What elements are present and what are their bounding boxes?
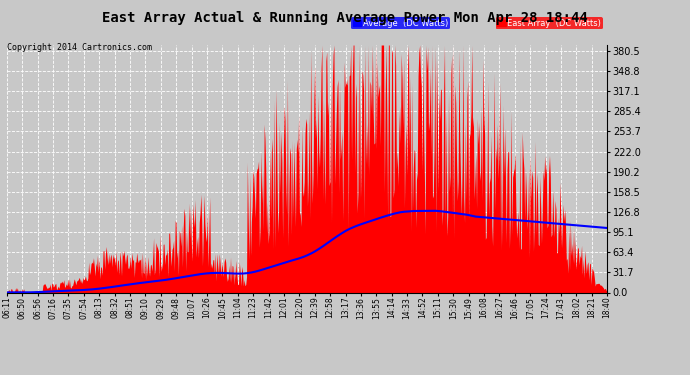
Legend: East Array  (DC Watts): East Array (DC Watts) xyxy=(496,17,603,29)
Text: Copyright 2014 Cartronics.com: Copyright 2014 Cartronics.com xyxy=(7,43,152,52)
Text: East Array Actual & Running Average Power Mon Apr 28 18:44: East Array Actual & Running Average Powe… xyxy=(102,11,588,26)
